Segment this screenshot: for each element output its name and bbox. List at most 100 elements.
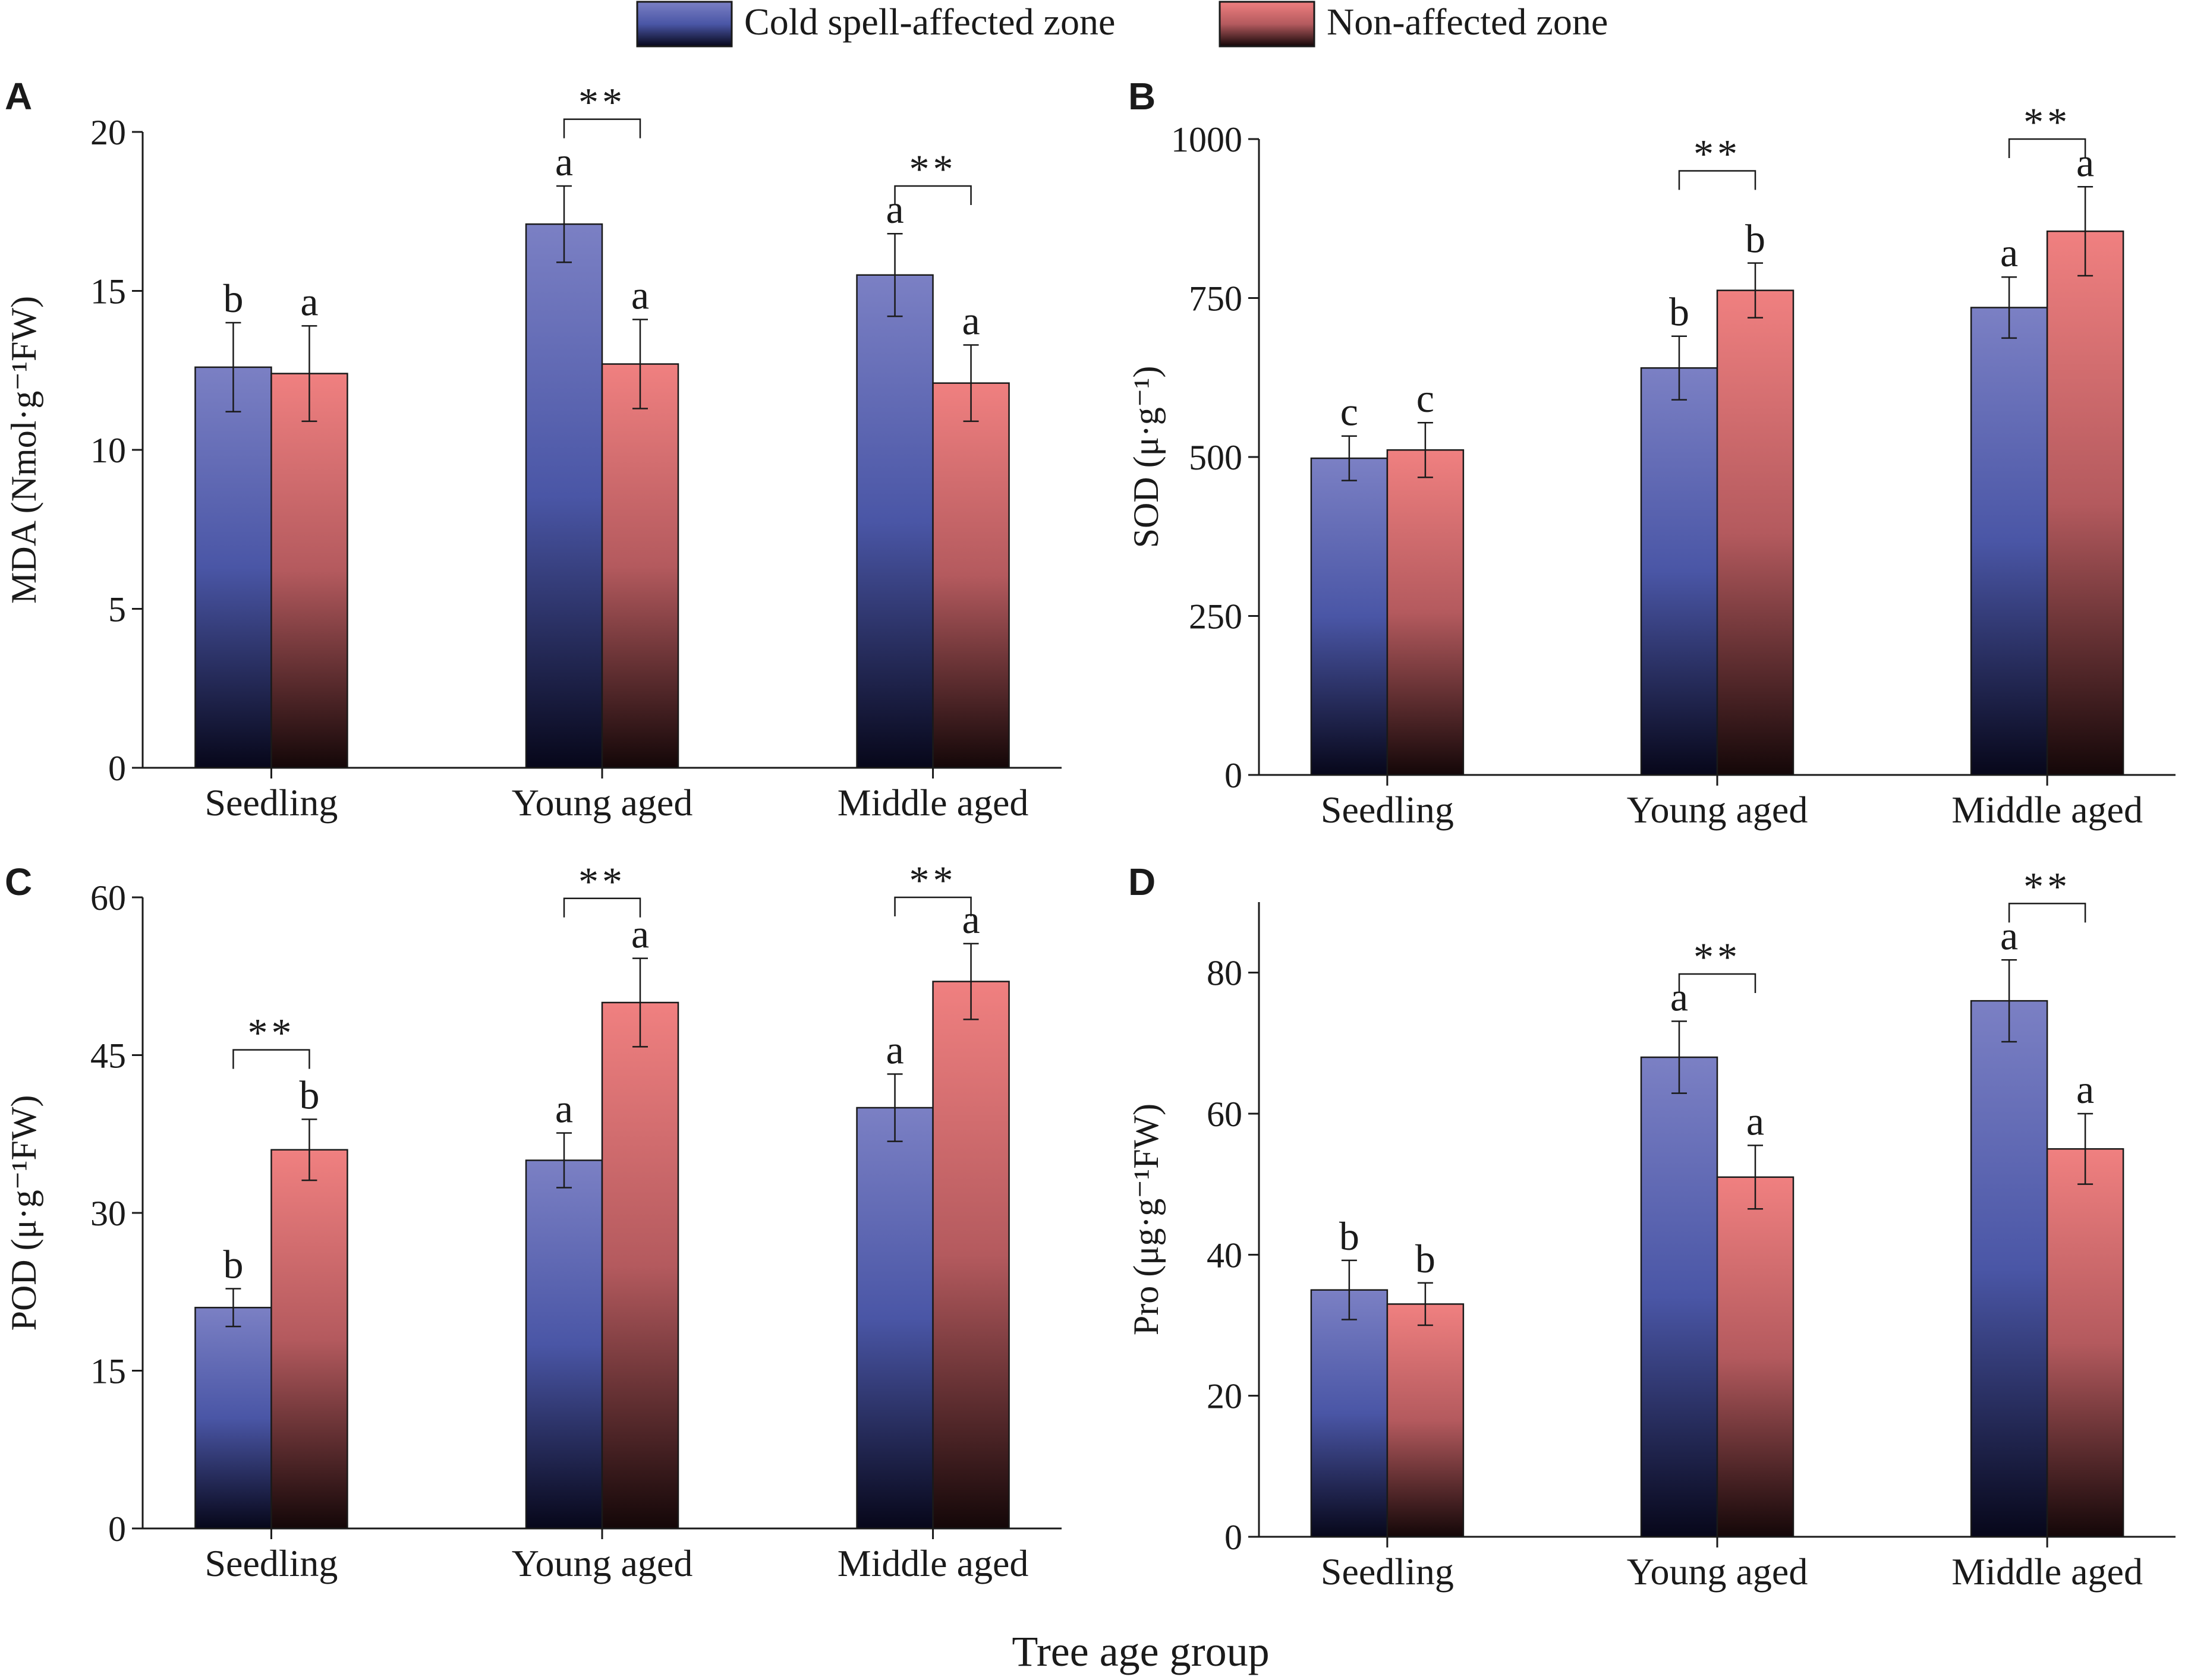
- y-tick-label: 15: [90, 272, 126, 311]
- bar: [932, 981, 1010, 1530]
- significance-bracket: [894, 185, 972, 205]
- significance-letter: a: [631, 273, 649, 318]
- bar: [1310, 1289, 1389, 1538]
- significance-stars: **: [247, 1010, 295, 1055]
- y-tick-label: 15: [90, 1352, 126, 1391]
- panel-letter: C: [5, 861, 32, 903]
- significance-stars: **: [1693, 934, 1741, 979]
- panel-b: B 0 250 500 750 1000 SOD (μ·g⁻¹) Seedling Young…: [1126, 75, 2176, 831]
- y-tick-label: 750: [1189, 279, 1242, 319]
- bar: [1640, 367, 1718, 776]
- y-tick-label: 0: [108, 1509, 126, 1549]
- significance-bracket: [1678, 973, 1756, 994]
- bar: [525, 223, 603, 769]
- bar: [270, 373, 348, 769]
- shared-x-axis-label: Tree age group: [1012, 1628, 1269, 1675]
- significance-letter: a: [300, 279, 318, 324]
- bar: [1386, 1303, 1465, 1538]
- significance-letter: b: [1415, 1236, 1435, 1281]
- y-tick-label: 60: [90, 878, 126, 918]
- significance-letter: a: [555, 1086, 573, 1131]
- bar: [1970, 1000, 2048, 1538]
- y-axis-label: SOD (μ·g⁻¹): [1126, 366, 1166, 549]
- significance-bracket: [232, 1049, 310, 1069]
- panel-letter: D: [1128, 861, 1156, 903]
- plot-area: 0 15 30 45 60 POD (μ·g⁻¹FW) Seedling Young aged…: [4, 858, 1062, 1584]
- significance-letter: a: [555, 139, 573, 184]
- y-tick-label: 40: [1207, 1235, 1242, 1275]
- legend-label-cold-zone: Cold spell-affected zone: [744, 1, 1115, 43]
- significance-letter: a: [631, 912, 649, 957]
- significance-letter: b: [1339, 1213, 1359, 1259]
- legend: Cold spell-affected zone Non-affected zo…: [636, 1, 1608, 48]
- legend-label-non-affected: Non-affected zone: [1327, 1, 1608, 43]
- bar: [932, 382, 1010, 769]
- y-tick-label: 500: [1189, 438, 1242, 477]
- bar: [1970, 307, 2048, 776]
- bar: [525, 1159, 603, 1530]
- significance-letter: b: [1745, 216, 1765, 261]
- significance-stars: **: [578, 80, 626, 125]
- y-tick-label: 20: [1207, 1377, 1242, 1416]
- significance-letter: c: [1416, 376, 1434, 421]
- x-tick-label: Seedling: [204, 1542, 338, 1584]
- significance-letter: b: [223, 276, 243, 321]
- x-tick-label: Seedling: [204, 781, 338, 824]
- bar: [2046, 230, 2124, 776]
- y-axis-label: Pro (μg·g⁻¹FW): [1126, 1104, 1166, 1335]
- bar: [856, 1107, 934, 1530]
- y-axis-label: POD (μ·g⁻¹FW): [4, 1095, 43, 1331]
- significance-letter: b: [1669, 289, 1689, 335]
- y-tick-label: 5: [108, 590, 126, 629]
- y-tick-label: 30: [90, 1194, 126, 1233]
- bar: [1716, 1176, 1795, 1538]
- panel-d: D 0 20 40 60 80 Pro (μg·g⁻¹FW) Seedling Young a…: [1126, 861, 2176, 1593]
- significance-stars: **: [578, 859, 626, 904]
- y-tick-label: 60: [1207, 1095, 1242, 1134]
- y-tick-label: 0: [1224, 756, 1242, 795]
- significance-bracket: [894, 896, 972, 916]
- y-tick-label: 20: [90, 113, 126, 152]
- x-tick-label: Seedling: [1321, 789, 1454, 831]
- y-tick-label: 250: [1189, 597, 1242, 636]
- y-tick-label: 10: [90, 431, 126, 470]
- significance-bracket: [1678, 170, 1756, 190]
- significance-bracket: [563, 118, 641, 138]
- significance-bracket: [563, 897, 641, 918]
- panel-letter: B: [1128, 75, 1156, 118]
- y-axis-label: MDA (Nmol·g⁻¹FW): [4, 296, 43, 604]
- plot-area: 0 20 40 60 80 Pro (μg·g⁻¹FW) Seedling Young age…: [1126, 863, 2176, 1593]
- significance-stars: **: [1693, 131, 1741, 176]
- bar: [1386, 449, 1465, 776]
- legend-swatch-cold-zone: [636, 1, 733, 48]
- significance-letter: b: [299, 1072, 319, 1117]
- x-tick-label: Young aged: [512, 1542, 693, 1584]
- y-tick-label: 0: [108, 749, 126, 788]
- x-tick-label: Young aged: [512, 781, 693, 824]
- significance-letter: a: [962, 298, 980, 343]
- significance-letter: a: [2000, 230, 2018, 275]
- legend-swatch-non-affected: [1219, 1, 1315, 48]
- x-tick-label: Middle aged: [1951, 789, 2143, 831]
- y-tick-label: 80: [1207, 954, 1242, 993]
- y-tick-label: 45: [90, 1036, 126, 1076]
- significance-stars: **: [909, 858, 957, 903]
- bar: [601, 1001, 679, 1530]
- bar: [2046, 1148, 2124, 1538]
- significance-letter: c: [1340, 389, 1358, 434]
- significance-letter: a: [2076, 1067, 2094, 1112]
- significance-stars: **: [2023, 99, 2071, 144]
- bar: [1640, 1056, 1718, 1538]
- significance-bracket: [2008, 903, 2086, 923]
- y-tick-label: 1000: [1171, 120, 1242, 159]
- x-tick-label: Young aged: [1627, 1550, 1808, 1593]
- bar: [1716, 289, 1795, 776]
- significance-letter: b: [223, 1241, 243, 1287]
- x-tick-label: Seedling: [1321, 1550, 1454, 1593]
- panel-c: C 0 15 30 45 60 POD (μ·g⁻¹FW) Seedling Young ag…: [4, 858, 1062, 1584]
- bar: [601, 363, 679, 769]
- significance-stars: **: [909, 146, 957, 191]
- x-tick-label: Young aged: [1627, 789, 1808, 831]
